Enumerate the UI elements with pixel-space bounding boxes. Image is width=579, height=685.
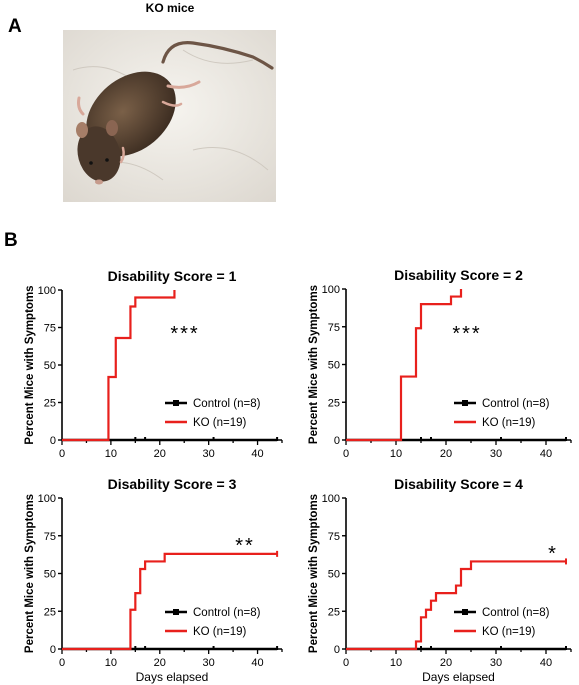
y-tick-label: 100 — [322, 284, 340, 296]
y-tick-label: 0 — [334, 435, 340, 447]
y-tick-label: 100 — [322, 493, 340, 505]
chart-title: Disability Score = 1 — [108, 268, 237, 284]
legend-control-marker — [173, 609, 179, 615]
chart-title: Disability Score = 2 — [394, 267, 523, 283]
x-axis-label: Days elapsed — [136, 670, 209, 684]
photo-title: KO mice — [145, 1, 195, 15]
chart-4: Disability Score = 4 0 25 50 75 100 0 10 20 30 40 P… — [308, 476, 572, 684]
x-tick-label: 30 — [203, 657, 215, 669]
x-tick-label: 0 — [59, 448, 65, 460]
legend-control-marker — [173, 400, 179, 406]
panel-b-letter: B — [4, 230, 18, 251]
legend-control-marker — [462, 400, 468, 406]
x-tick-label: 30 — [490, 448, 502, 460]
y-tick-label: 100 — [38, 285, 56, 297]
legend-control-marker — [462, 609, 468, 615]
y-tick-label: 50 — [44, 360, 56, 372]
ko-mouse-photo — [63, 30, 276, 202]
chart-2: Disability Score = 2 0 25 50 75 100 0 10 20 30 40 P… — [308, 267, 572, 460]
x-axis-label: Days elapsed — [422, 670, 495, 684]
legend-label: KO (n=19) — [482, 626, 536, 638]
x-tick-label: 20 — [440, 448, 452, 460]
x-tick-label: 20 — [440, 657, 452, 669]
chart-title: Disability Score = 3 — [108, 476, 237, 492]
legend-label: Control (n=8) — [193, 607, 261, 619]
x-tick-label: 10 — [390, 657, 402, 669]
ko-series-line — [62, 552, 278, 651]
y-tick-label: 50 — [44, 569, 56, 581]
ko-series-line — [346, 560, 566, 651]
y-tick-label: 50 — [328, 360, 340, 372]
chart-title: Disability Score = 4 — [394, 476, 523, 492]
y-axis-label: Percent Mice with Symptoms — [24, 285, 36, 444]
significance-marker: *** — [452, 323, 481, 345]
chart-1: Disability Score = 1 0 25 50 75 100 0 10 20 30 40 P… — [24, 268, 283, 460]
y-tick-label: 75 — [44, 531, 56, 543]
y-axis-label: Percent Mice with Symptoms — [308, 494, 320, 653]
y-tick-label: 75 — [328, 531, 340, 543]
x-tick-label: 40 — [251, 448, 263, 460]
y-tick-label: 25 — [328, 606, 340, 618]
y-axis-label: Percent Mice with Symptoms — [308, 285, 320, 444]
x-tick-label: 10 — [105, 657, 117, 669]
x-tick-label: 0 — [343, 657, 349, 669]
y-tick-label: 50 — [328, 569, 340, 581]
x-tick-label: 10 — [105, 448, 117, 460]
x-tick-label: 20 — [154, 448, 166, 460]
y-tick-label: 25 — [328, 397, 340, 409]
y-tick-label: 75 — [44, 323, 56, 335]
legend-label: Control (n=8) — [482, 607, 550, 619]
x-tick-label: 20 — [154, 657, 166, 669]
chart-3: Disability Score = 3 0 25 50 75 100 0 10 20 30 40 P… — [24, 476, 283, 684]
significance-marker: ** — [235, 535, 255, 557]
legend-label: Control (n=8) — [193, 398, 261, 410]
significance-marker: * — [548, 543, 558, 565]
x-tick-label: 40 — [540, 657, 552, 669]
legend-label: KO (n=19) — [193, 417, 247, 429]
x-tick-label: 0 — [59, 657, 65, 669]
y-tick-label: 75 — [328, 322, 340, 334]
y-tick-label: 25 — [44, 398, 56, 410]
significance-marker: *** — [170, 323, 199, 345]
panel-a-letter: A — [8, 16, 22, 37]
y-tick-label: 100 — [38, 493, 56, 505]
y-tick-label: 0 — [50, 435, 56, 447]
x-tick-label: 40 — [251, 657, 263, 669]
y-axis-label: Percent Mice with Symptoms — [24, 494, 36, 653]
legend-label: KO (n=19) — [193, 626, 247, 638]
x-tick-label: 30 — [490, 657, 502, 669]
x-tick-label: 10 — [390, 448, 402, 460]
legend-label: Control (n=8) — [482, 398, 550, 410]
y-tick-label: 0 — [334, 644, 340, 656]
x-tick-label: 40 — [540, 448, 552, 460]
y-tick-label: 0 — [50, 644, 56, 656]
legend-label: KO (n=19) — [482, 417, 536, 429]
y-tick-label: 25 — [44, 606, 56, 618]
ko-series-line — [62, 290, 176, 442]
x-tick-label: 30 — [203, 448, 215, 460]
ko-series-line — [346, 289, 463, 442]
x-tick-label: 0 — [343, 448, 349, 460]
